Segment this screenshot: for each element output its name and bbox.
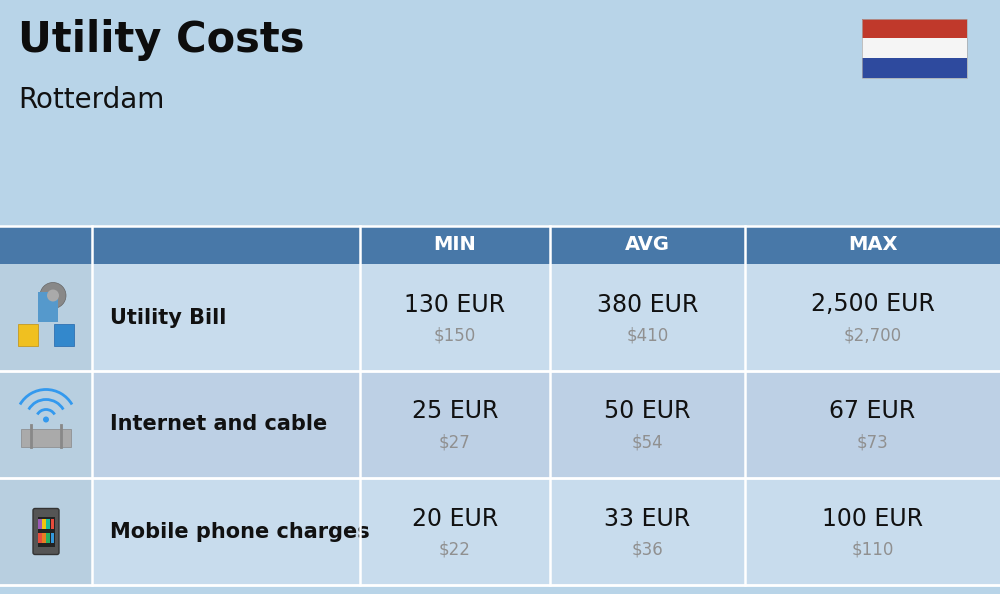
FancyBboxPatch shape [33,508,59,555]
Bar [46,519,50,529]
Text: 25 EUR: 25 EUR [412,400,498,424]
Bar [862,19,967,39]
Text: 67 EUR: 67 EUR [829,400,916,424]
Text: 50 EUR: 50 EUR [604,400,691,424]
Text: Internet and cable: Internet and cable [110,415,327,434]
Text: Rotterdam: Rotterdam [18,86,164,114]
Text: $22: $22 [439,541,471,558]
Bar [42,519,46,529]
Text: $150: $150 [434,327,476,345]
Bar [92,478,1000,585]
Text: 130 EUR: 130 EUR [404,292,506,317]
Text: $73: $73 [857,434,888,451]
Bar [38,517,55,546]
Bar [862,19,967,77]
Text: AVG: AVG [625,235,670,254]
Bar [18,324,38,346]
Text: 100 EUR: 100 EUR [822,507,923,530]
Circle shape [40,283,66,308]
Bar [92,371,1000,478]
Bar [21,428,71,447]
Bar [38,519,42,529]
Bar [38,292,58,323]
Bar [0,226,1000,264]
Text: 2,500 EUR: 2,500 EUR [811,292,934,317]
Text: 33 EUR: 33 EUR [604,507,691,530]
Text: 380 EUR: 380 EUR [597,292,698,317]
Text: $2,700: $2,700 [843,327,902,345]
Bar [0,264,92,371]
Text: MAX: MAX [848,235,897,254]
Text: Utility Costs: Utility Costs [18,19,304,61]
Bar [92,264,1000,371]
Bar [51,532,54,542]
Bar [38,532,42,542]
Text: 20 EUR: 20 EUR [412,507,498,530]
Bar [862,39,967,58]
Text: MIN: MIN [434,235,476,254]
Bar [0,371,92,478]
Text: $36: $36 [632,541,663,558]
Text: $110: $110 [851,541,894,558]
Circle shape [43,416,49,422]
Text: $410: $410 [626,327,669,345]
Text: $54: $54 [632,434,663,451]
Text: Utility Bill: Utility Bill [110,308,226,327]
Bar [862,58,967,77]
Bar [46,532,50,542]
Text: $27: $27 [439,434,471,451]
Bar [0,478,92,585]
Bar [42,532,46,542]
Circle shape [47,289,59,302]
Text: Mobile phone charges: Mobile phone charges [110,522,370,542]
Bar [54,324,74,346]
Bar [51,519,54,529]
